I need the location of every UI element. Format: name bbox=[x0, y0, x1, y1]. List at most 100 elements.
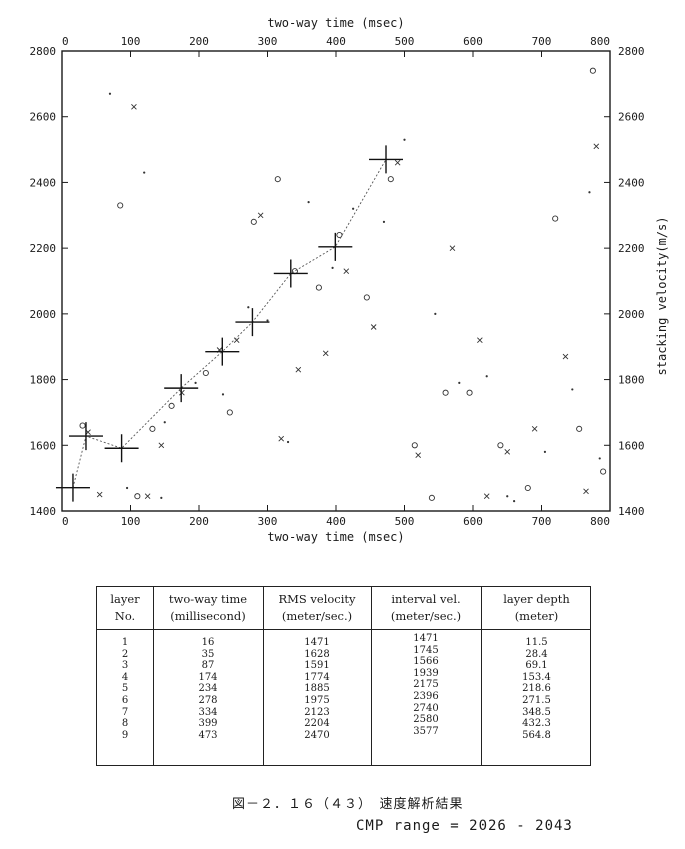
header-line: No. bbox=[114, 609, 136, 623]
velocity-picks bbox=[55, 145, 404, 502]
table-cell: 1975 bbox=[304, 695, 330, 706]
data-point bbox=[562, 353, 569, 360]
data-point bbox=[524, 484, 531, 492]
data-point bbox=[295, 366, 302, 373]
table-cell: 278 bbox=[198, 695, 218, 706]
x-tick-label: 800 bbox=[590, 515, 610, 528]
data-point bbox=[387, 176, 394, 183]
data-point bbox=[257, 212, 264, 219]
velocity-pick bbox=[104, 434, 139, 463]
velocity-pick bbox=[273, 259, 308, 288]
x-tick-label: 800 bbox=[590, 35, 610, 48]
table-cell: 9 bbox=[121, 729, 129, 741]
table-cell: 87 bbox=[201, 660, 215, 672]
data-point bbox=[449, 245, 456, 251]
data-point bbox=[600, 468, 607, 475]
data-point bbox=[458, 381, 461, 384]
figure-caption: 図－２．１６（４３） 速度解析結果 bbox=[232, 797, 464, 812]
data-point bbox=[160, 496, 163, 499]
x-tick-label: 500 bbox=[395, 35, 415, 48]
header-line: RMS velocity bbox=[278, 592, 356, 606]
data-point bbox=[477, 337, 483, 343]
table-cell: 2175 bbox=[413, 679, 439, 691]
y-tick-label: 2000 bbox=[30, 308, 57, 321]
x-tick-label: 700 bbox=[532, 35, 552, 48]
data-point bbox=[588, 191, 591, 194]
data-point bbox=[363, 294, 370, 301]
table-cell: 174 bbox=[198, 671, 218, 683]
data-point bbox=[168, 402, 175, 409]
y-tick-label: 1600 bbox=[30, 439, 57, 452]
data-point bbox=[394, 159, 401, 166]
data-point bbox=[149, 425, 156, 432]
table-cell: 1566 bbox=[413, 656, 439, 668]
header-time: two-way time (millisecond) bbox=[153, 591, 263, 625]
data-point bbox=[247, 306, 250, 309]
data-point bbox=[163, 421, 166, 424]
table-cell: 69.1 bbox=[525, 660, 548, 672]
velocity-pick bbox=[205, 337, 240, 366]
data-point bbox=[415, 452, 422, 458]
data-point bbox=[466, 389, 473, 396]
data-point bbox=[233, 337, 240, 343]
data-point bbox=[403, 138, 406, 141]
table-cell: 3 bbox=[121, 660, 129, 672]
table-cell: 3577 bbox=[413, 725, 439, 737]
table-cell: 218.6 bbox=[522, 683, 551, 695]
velocity-pick bbox=[369, 145, 404, 174]
velocity-pick bbox=[68, 422, 103, 451]
table-cell: 473 bbox=[198, 729, 218, 741]
x-axis-label-top: two-way time (msec) bbox=[267, 16, 404, 30]
data-point bbox=[250, 218, 257, 225]
table-cell: 1471 bbox=[304, 637, 330, 648]
y-tick-label: 1800 bbox=[30, 374, 57, 387]
axis-ticks: 0 0 100 100 200 200 300 300 400 400 500 500 600 600 70… bbox=[30, 35, 645, 528]
y-axis-label: stacking velocity(m/s) bbox=[655, 217, 669, 376]
y-tick-label: 1800 bbox=[618, 374, 645, 387]
data-point bbox=[131, 104, 137, 110]
header-interval: interval vel. (meter/sec.) bbox=[371, 591, 481, 625]
table-cell: 7 bbox=[121, 706, 129, 718]
velocity-pick bbox=[55, 473, 90, 502]
header-line: layer bbox=[110, 592, 140, 606]
header-line: interval vel. bbox=[391, 592, 461, 606]
table-cell: 1 bbox=[121, 637, 129, 648]
x-tick-label: 400 bbox=[326, 515, 346, 528]
y-tick-label: 2800 bbox=[30, 45, 57, 58]
header-line: (meter) bbox=[514, 609, 559, 623]
table-cell: 6 bbox=[121, 695, 129, 706]
table-divider bbox=[153, 587, 154, 765]
table-cell: 234 bbox=[198, 683, 218, 695]
table-cell: 564.8 bbox=[522, 729, 551, 741]
table-cell: 1885 bbox=[304, 683, 330, 695]
x-tick-label: 0 bbox=[62, 35, 69, 48]
table-cell: 2 bbox=[121, 648, 129, 660]
data-point bbox=[583, 488, 589, 495]
table-cell: 2123 bbox=[304, 706, 330, 718]
data-point bbox=[274, 176, 281, 183]
data-point bbox=[278, 435, 285, 442]
x-tick-label: 0 bbox=[62, 515, 69, 528]
data-point bbox=[315, 284, 322, 291]
table-cell: 16 bbox=[201, 637, 215, 648]
x-tick-label: 100 bbox=[121, 515, 141, 528]
velocity-pick bbox=[164, 374, 199, 403]
y-tick-label: 1400 bbox=[618, 505, 645, 518]
data-point bbox=[221, 393, 225, 396]
table-cell: 2580 bbox=[413, 714, 439, 726]
data-point bbox=[497, 442, 504, 449]
data-point bbox=[428, 494, 435, 501]
data-point bbox=[266, 319, 269, 322]
data-point bbox=[513, 500, 516, 503]
table-cell: 2740 bbox=[413, 702, 439, 714]
data-point bbox=[144, 493, 151, 500]
table-cell: 1939 bbox=[413, 667, 439, 679]
table-cell: 1745 bbox=[413, 644, 439, 656]
table-cell: 432.3 bbox=[522, 718, 551, 730]
table-cell: 11.5 bbox=[525, 637, 548, 648]
header-line: (meter/sec.) bbox=[281, 609, 353, 623]
table-divider bbox=[481, 587, 482, 765]
data-point bbox=[352, 207, 355, 210]
data-point bbox=[322, 350, 329, 357]
data-point bbox=[158, 442, 165, 449]
